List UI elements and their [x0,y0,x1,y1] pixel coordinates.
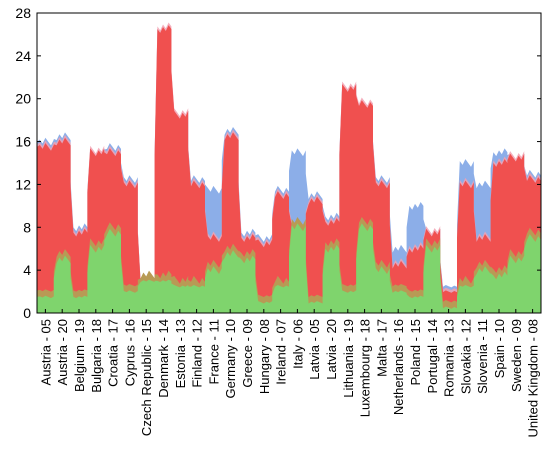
x-tick-label: Romania - 13 [442,319,457,397]
x-tick-label: Lithuania - 19 [341,319,356,398]
x-tick-label: Finland - 12 [190,319,205,388]
x-tick-label: Sweden - 09 [509,319,524,392]
y-tick-label: 28 [15,5,31,21]
x-tick-label: Austria - 05 [38,319,53,385]
x-tick-label: France - 11 [206,319,221,385]
x-tick-label: Slovenia - 11 [475,319,490,394]
plot-frame [36,12,542,314]
y-tick-label: 4 [23,262,31,278]
y-tick-label: 8 [23,219,31,235]
x-tick-label: Cyprus - 16 [122,319,137,386]
x-tick-label: Denmark - 14 [156,319,171,398]
series-green-area [37,223,541,313]
y-tick-label: 12 [15,176,31,192]
x-tick-label: Latvia - 05 [307,319,322,380]
y-tick-label: 0 [23,305,31,321]
x-tick-label: Belgium - 19 [72,319,87,392]
series-red-area [37,25,541,314]
plot-area [37,22,541,314]
x-tick-label: Croatia - 17 [106,319,121,387]
x-tick-label: United Kingdom - 08 [526,319,541,438]
x-tick-label: Ireland - 07 [274,319,289,385]
y-tick-label: 16 [15,134,31,150]
x-tick-label: Italy - 06 [290,319,305,369]
x-tick-label: Malta - 17 [374,319,389,377]
x-tick-label: Poland - 15 [408,319,423,386]
y-tick-label: 24 [15,48,31,64]
axes: 0 4 8 12 16 20 24 28 Austria - 05 Austria - 20 Bel… [15,5,542,438]
x-tick-label: Czech Republic - 15 [139,319,154,436]
x-tick-label: Greece - 09 [240,319,255,388]
x-tick-label: Portugal - 14 [425,319,440,393]
y-tick-label: 20 [15,91,31,107]
x-tick-label: Hungary - 08 [257,319,272,394]
x-tick-label: Slovakia - 12 [458,319,473,394]
x-tick-label: Bulgaria - 18 [89,319,104,393]
x-tick-label: Spain - 10 [492,319,507,378]
x-tick-label: Luxembourg - 18 [358,319,373,417]
x-tick-label: Estonia - 13 [173,319,188,388]
x-tick-label: Germany - 10 [223,319,238,398]
x-tick-label: Austria - 20 [55,319,70,385]
x-tick-label: Latvia - 20 [324,319,339,380]
x-tick-label: Netherlands - 16 [391,319,406,415]
